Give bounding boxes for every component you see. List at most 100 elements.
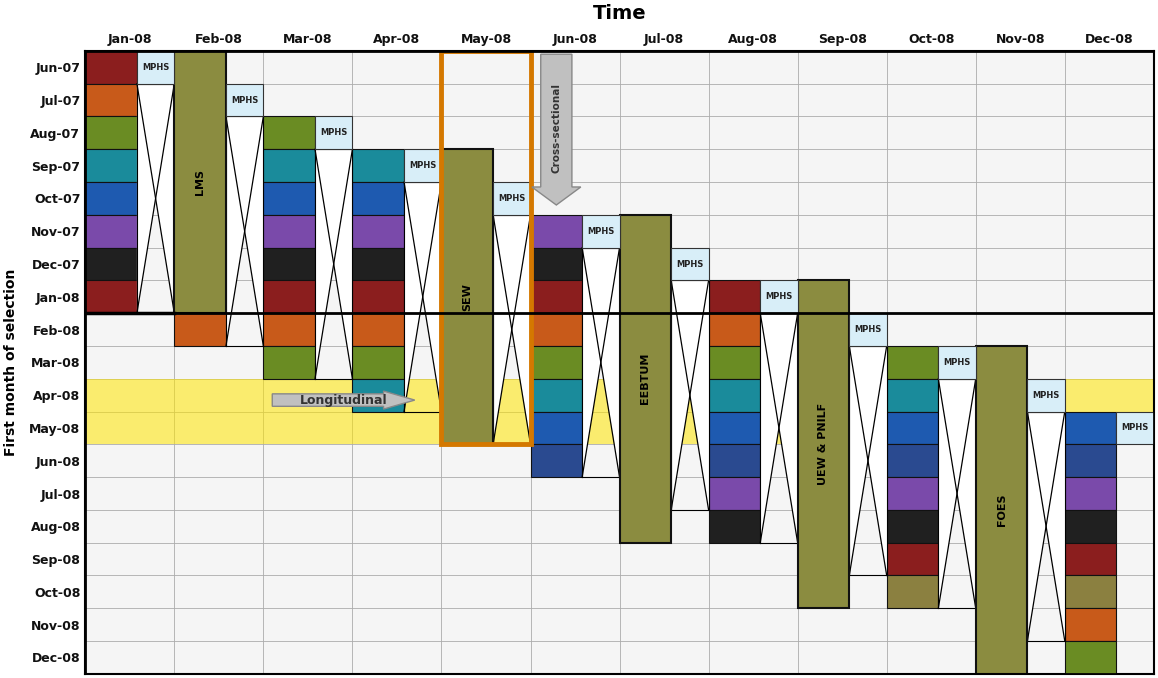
Text: MPHS: MPHS [1033, 391, 1060, 399]
Bar [352, 510, 441, 542]
Bar [887, 149, 976, 182]
Polygon shape [938, 379, 976, 608]
Bar [352, 313, 441, 346]
Bar [1065, 542, 1153, 576]
Text: MPHS: MPHS [1121, 424, 1149, 433]
Bar [263, 215, 352, 247]
Bar [1065, 444, 1153, 477]
Bar [887, 346, 976, 379]
Bar [798, 542, 849, 576]
Bar [709, 281, 798, 313]
Bar [530, 247, 620, 281]
Bar [530, 379, 620, 412]
Bar [620, 444, 709, 477]
Bar [976, 510, 1027, 542]
Bar [86, 444, 175, 477]
Bar [175, 542, 263, 576]
Bar [352, 149, 441, 182]
Bar [441, 576, 530, 608]
Text: MPHS: MPHS [765, 292, 792, 301]
Bar [86, 247, 175, 281]
Bar [175, 510, 263, 542]
Bar [352, 215, 404, 247]
Bar [86, 51, 137, 83]
Bar [798, 215, 887, 247]
Bar [976, 641, 1065, 674]
Bar [1065, 247, 1153, 281]
Bar [976, 379, 1065, 412]
Bar [1065, 444, 1116, 477]
Bar [86, 83, 175, 117]
Bar [1065, 182, 1153, 215]
Bar [263, 346, 315, 379]
Polygon shape [137, 83, 175, 313]
Bar [441, 281, 530, 313]
Bar [530, 182, 620, 215]
Bar [441, 117, 530, 149]
Bar [709, 477, 798, 510]
Bar [1065, 641, 1153, 674]
Bar [620, 215, 672, 542]
Bar [263, 510, 352, 542]
Bar [709, 379, 798, 412]
Bar [620, 477, 709, 510]
Bar [86, 149, 137, 182]
Bar [887, 444, 938, 477]
Bar [620, 542, 709, 576]
Bar [761, 281, 798, 313]
Bar [620, 281, 709, 313]
Bar [976, 346, 1065, 379]
Bar [263, 247, 352, 281]
Bar [175, 149, 226, 182]
Bar [86, 510, 175, 542]
Polygon shape [137, 83, 175, 313]
Bar [976, 51, 1065, 83]
Bar [175, 313, 226, 346]
Title: Time: Time [593, 4, 646, 23]
Bar [352, 247, 441, 281]
Bar [620, 510, 709, 542]
Bar [441, 247, 530, 281]
Bar [798, 281, 887, 313]
Bar [620, 346, 672, 379]
Bar [175, 215, 226, 247]
Bar [530, 379, 582, 412]
Bar [798, 477, 849, 510]
Bar [352, 477, 441, 510]
Bar [175, 346, 263, 379]
Bar [530, 346, 582, 379]
Bar [352, 576, 441, 608]
Bar [798, 379, 887, 412]
Bar [530, 83, 620, 117]
Bar [887, 510, 938, 542]
Bar [798, 576, 887, 608]
Bar [709, 412, 761, 444]
Bar [352, 83, 441, 117]
Polygon shape [761, 313, 798, 542]
Bar [352, 412, 441, 444]
Polygon shape [493, 215, 530, 444]
Bar [976, 608, 1065, 641]
Bar [352, 247, 404, 281]
Bar [976, 149, 1065, 182]
FancyArrow shape [272, 391, 415, 409]
Bar [352, 281, 404, 313]
Text: EEBTUM: EEBTUM [640, 353, 651, 405]
Bar [86, 379, 175, 412]
Bar [175, 149, 263, 182]
FancyArrow shape [532, 54, 581, 205]
Bar [530, 215, 582, 247]
Bar [175, 379, 263, 412]
Bar [798, 444, 849, 477]
Bar [798, 182, 887, 215]
Bar [441, 281, 493, 313]
Bar [86, 542, 175, 576]
Bar [86, 215, 137, 247]
Text: MPHS: MPHS [855, 325, 881, 334]
Bar [798, 412, 887, 444]
Polygon shape [849, 346, 887, 576]
Bar [86, 83, 137, 117]
Bar [798, 149, 887, 182]
Bar [530, 51, 620, 83]
Bar [352, 379, 404, 412]
